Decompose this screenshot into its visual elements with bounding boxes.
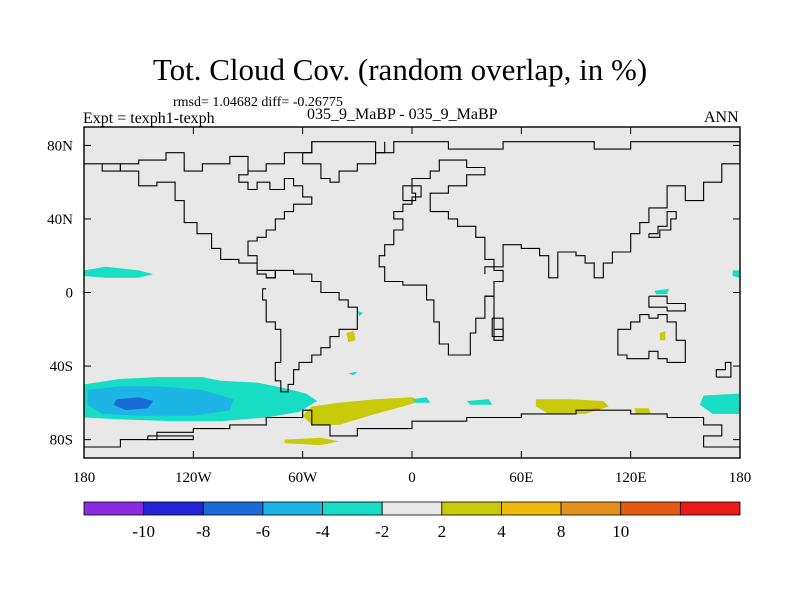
region-north-pacific-patch — [84, 266, 154, 278]
x-tick-label: 60E — [509, 470, 533, 486]
colorbar-label: 10 — [612, 522, 629, 541]
colorbar-swatch — [322, 501, 383, 516]
colorbar: -10 -8 -6 -4 -2 2 4 8 10 — [83, 501, 741, 541]
colorbar-swatch — [143, 501, 204, 516]
region-southern-ocean-positive — [302, 397, 422, 425]
region-antarctic-coast-positive — [284, 437, 340, 446]
colorbar-label: -4 — [315, 522, 330, 541]
coastline-eurasia-north-america-arctic — [84, 141, 740, 356]
y-tick-label: 80S — [50, 433, 73, 449]
region-south-atlantic-negative — [412, 397, 431, 403]
x-tick-label: 0 — [408, 470, 416, 486]
coastlines — [84, 141, 740, 451]
colorbar-label: 4 — [497, 522, 506, 541]
coastline-greenland — [302, 141, 386, 183]
y-tick-label: 40N — [47, 212, 73, 228]
coastline-antarctica — [84, 409, 740, 451]
region-east-pacific-negative — [699, 393, 740, 414]
colorbar-label: -8 — [196, 522, 210, 541]
experiment-label: Expt = texph1-texph — [83, 110, 215, 127]
colorbar-swatch — [381, 501, 443, 516]
runs-label: 035_9_MaBP - 035_9_MaBP — [307, 106, 498, 123]
colorbar-swatch — [501, 501, 562, 516]
x-tick-label: 120E — [615, 470, 647, 486]
colorbar-label: -2 — [375, 522, 389, 541]
chart-title: Tot. Cloud Cov. (random overlap, in %) — [152, 52, 648, 87]
region-brazil-negative — [357, 310, 363, 317]
colorbar-swatch — [83, 501, 145, 516]
region-indian-ocean-negative — [466, 399, 493, 405]
y-tick-label: 40S — [50, 359, 73, 375]
coastline-new-guinea — [648, 295, 686, 312]
coastline-madagascar — [491, 317, 504, 338]
y-tick-label: 0 — [66, 286, 74, 302]
coastline-nz — [715, 361, 732, 378]
region-southern-ocean-positive-small — [634, 408, 651, 414]
colorbar-swatch — [560, 501, 622, 516]
coastline-uk — [402, 185, 417, 202]
region-south-pacific-peak — [113, 397, 154, 411]
colorbar-label: -10 — [132, 522, 155, 541]
region-indonesia-negative — [654, 288, 669, 295]
region-brazil-positive — [346, 331, 356, 343]
coastline-north-america — [102, 163, 313, 279]
colorbar-swatch — [202, 501, 264, 516]
y-tick-label: 80N — [47, 138, 73, 154]
colorbar-swatch — [441, 501, 502, 516]
y-axis: 80N 40N 0 40S 80S — [47, 138, 740, 449]
region-atlantic-negative-small — [348, 371, 358, 376]
stats-label: rmsd= 1.04682 diff= -0.26775 — [173, 95, 343, 110]
coastline-australia — [617, 314, 686, 363]
colorbar-label: -6 — [256, 522, 270, 541]
coastline-japan — [648, 211, 677, 238]
region-australia-positive — [659, 331, 666, 341]
x-tick-label: 120W — [175, 470, 213, 486]
x-tick-label: 180 — [73, 470, 96, 486]
colorbar-label: 2 — [438, 522, 447, 541]
x-axis: 180 120W 60W 0 60E 120E 180 — [73, 127, 752, 486]
coastline-ross-ice — [147, 435, 194, 441]
colorbar-swatch — [679, 501, 741, 516]
colorbar-swatch — [262, 501, 323, 516]
colorbar-swatch — [620, 501, 681, 516]
region-north-pacific-east-negative — [732, 270, 740, 278]
season-label: ANN — [704, 109, 739, 126]
colorbar-label: 8 — [557, 522, 566, 541]
x-tick-label: 180 — [729, 470, 752, 486]
coastline-south-america — [262, 269, 358, 393]
x-tick-label: 60W — [288, 470, 318, 486]
